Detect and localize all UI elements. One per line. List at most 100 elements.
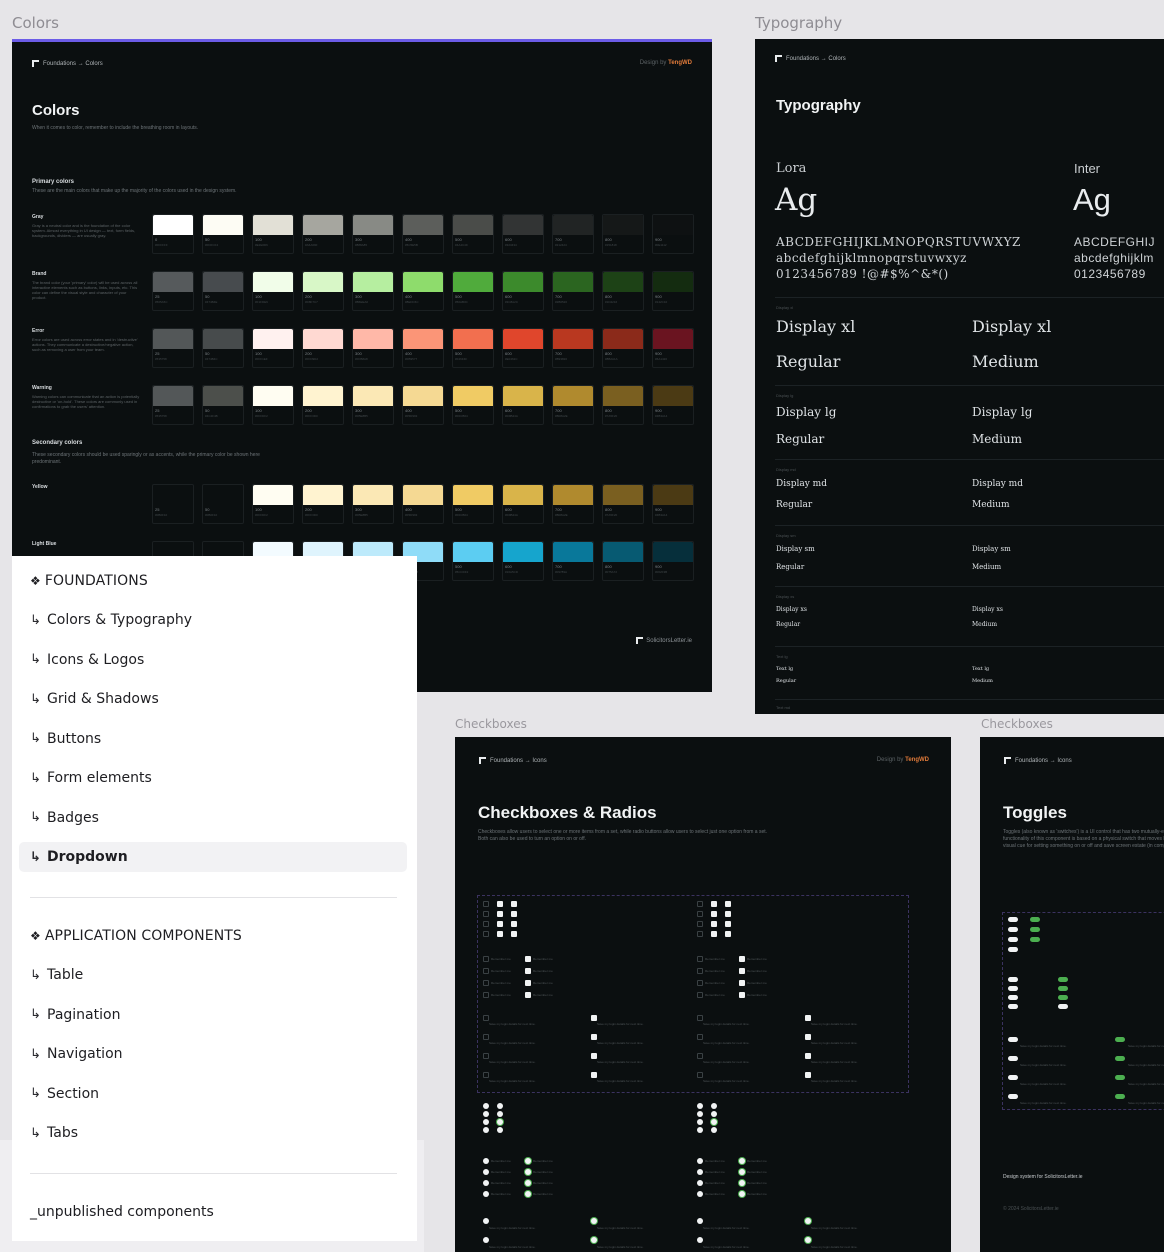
toggle-off[interactable] <box>1008 1094 1018 1099</box>
radio-checked[interactable] <box>483 1180 489 1186</box>
page-grid-shadows[interactable]: ↳ Grid & Shadows <box>19 684 407 714</box>
checkbox-checked[interactable] <box>739 980 745 986</box>
color-swatch[interactable]: 900 #062F3B <box>652 541 694 581</box>
toggle-on[interactable] <box>1115 1094 1125 1099</box>
checkbox-unchecked[interactable] <box>483 1034 489 1040</box>
color-swatch[interactable]: 50 #FDFCF4 <box>202 214 244 254</box>
color-swatch[interactable]: 0 #FFFFFF <box>152 214 194 254</box>
checkbox-checked[interactable] <box>525 992 531 998</box>
color-swatch[interactable]: 200 #D8F7C7 <box>302 271 344 311</box>
checkbox-checked[interactable] <box>525 968 531 974</box>
checkbox-checked[interactable] <box>511 901 517 907</box>
radio-checked[interactable] <box>697 1218 703 1224</box>
color-swatch[interactable]: 300 #888A85 <box>352 214 394 254</box>
toggle-on[interactable] <box>1058 986 1068 991</box>
color-swatch[interactable]: 900 #4B3A14 <box>652 484 694 524</box>
radio-selected[interactable] <box>739 1158 745 1164</box>
checkbox-unchecked[interactable] <box>697 931 703 937</box>
color-swatch[interactable]: 500 #F0CB64 <box>452 385 494 425</box>
color-swatch[interactable]: 300 #FBE8B5 <box>352 385 394 425</box>
toggle-off[interactable] <box>1008 977 1018 982</box>
toggle-on[interactable] <box>1058 1004 1068 1009</box>
radio-checked[interactable] <box>697 1158 703 1164</box>
color-swatch[interactable]: 25 #565A5C <box>152 271 194 311</box>
color-swatch[interactable]: 400 #F5D993 <box>402 484 444 524</box>
color-swatch[interactable]: 300 #B6EEA0 <box>352 271 394 311</box>
color-swatch[interactable]: 25 #535758 <box>152 385 194 425</box>
checkbox-checked[interactable] <box>739 992 745 998</box>
color-swatch[interactable]: 500 #50AB3C <box>452 271 494 311</box>
color-swatch[interactable]: 900 #142C10 <box>652 271 694 311</box>
radio-checked[interactable] <box>497 1103 503 1109</box>
color-swatch[interactable]: 50#0B0F10 <box>202 484 244 524</box>
checkbox-unchecked[interactable] <box>697 992 703 998</box>
color-swatch[interactable]: 800 #1D4216 <box>602 271 644 311</box>
toggle-on[interactable] <box>1115 1037 1125 1042</box>
radio-checked[interactable] <box>697 1191 703 1197</box>
toggle-off[interactable] <box>1008 1075 1018 1080</box>
radio-checked[interactable] <box>697 1180 703 1186</box>
color-swatch[interactable]: 200 #A6A69F <box>302 214 344 254</box>
checkbox-unchecked[interactable] <box>697 968 703 974</box>
color-swatch[interactable]: 700 #212424 <box>552 214 594 254</box>
checkbox-unchecked[interactable] <box>483 992 489 998</box>
toggle-off[interactable] <box>1008 947 1018 952</box>
checkbox-unchecked[interactable] <box>483 1072 489 1078</box>
color-swatch[interactable]: 800 #075A72 <box>602 541 644 581</box>
radio-checked[interactable] <box>483 1237 489 1243</box>
color-swatch[interactable]: 500 #4A4C49 <box>452 214 494 254</box>
toggle-off[interactable] <box>1008 1056 1018 1061</box>
color-swatch[interactable]: 700 #B93820 <box>552 328 594 368</box>
frame-label-checkboxes-2[interactable]: Checkboxes <box>981 717 1053 731</box>
checkbox-checked[interactable] <box>805 1072 811 1078</box>
checkbox-checked[interactable] <box>725 921 731 927</box>
page-table[interactable]: ↳ Table <box>19 960 407 990</box>
radio-checked[interactable] <box>711 1119 717 1125</box>
radio-checked[interactable] <box>497 1127 503 1133</box>
checkbox-unchecked[interactable] <box>483 1015 489 1021</box>
color-swatch[interactable]: 800 #8B2A1A <box>602 328 644 368</box>
checkbox-checked[interactable] <box>711 921 717 927</box>
checkbox-checked[interactable] <box>725 911 731 917</box>
checkbox-checked[interactable] <box>525 980 531 986</box>
radio-checked[interactable] <box>697 1169 703 1175</box>
checkbox-unchecked[interactable] <box>483 968 489 974</box>
page-buttons[interactable]: ↳ Buttons <box>19 724 407 754</box>
toggle-on[interactable] <box>1058 995 1068 1000</box>
checkbox-unchecked[interactable] <box>697 1015 703 1021</box>
checkbox-checked[interactable] <box>525 956 531 962</box>
checkbox-checked[interactable] <box>725 901 731 907</box>
radio-checked[interactable] <box>697 1111 703 1117</box>
checkbox-unchecked[interactable] <box>483 956 489 962</box>
color-swatch[interactable]: 200 #FFF3D0 <box>302 484 344 524</box>
color-swatch[interactable]: 600 #D9B44A <box>502 484 544 524</box>
checkbox-unchecked[interactable] <box>697 956 703 962</box>
color-swatch[interactable]: 500 #5CCDF2 <box>452 541 494 581</box>
color-swatch[interactable]: 800 #7A5F20 <box>602 484 644 524</box>
checkbox-checked[interactable] <box>511 921 517 927</box>
toggles-frame[interactable]: Foundations → Icons Toggles Toggles (als… <box>980 737 1164 1252</box>
color-swatch[interactable]: 400 #5C5E5B <box>402 214 444 254</box>
radio-selected[interactable] <box>739 1169 745 1175</box>
radio-selected[interactable] <box>739 1180 745 1186</box>
checkbox-unchecked[interactable] <box>483 931 489 937</box>
color-swatch[interactable]: 700 #B08A2E <box>552 484 594 524</box>
color-swatch[interactable]: 400 #FB9577 <box>402 328 444 368</box>
page-dropdown[interactable]: ↳ Dropdown <box>19 842 407 872</box>
color-swatch[interactable]: 100 #FFF1EF <box>252 328 294 368</box>
color-swatch[interactable]: 100 #FFFDF2 <box>252 385 294 425</box>
toggle-on[interactable] <box>1115 1056 1125 1061</box>
toggle-on[interactable] <box>1030 937 1040 942</box>
radio-selected[interactable] <box>591 1218 597 1224</box>
radio-selected[interactable] <box>525 1158 531 1164</box>
checkbox-unchecked[interactable] <box>483 911 489 917</box>
color-swatch[interactable]: 900 #4B3A14 <box>652 385 694 425</box>
checkbox-unchecked[interactable] <box>483 901 489 907</box>
checkbox-checked[interactable] <box>511 911 517 917</box>
radio-checked[interactable] <box>497 1111 503 1117</box>
toggle-off[interactable] <box>1008 917 1018 922</box>
checkbox-checked[interactable] <box>805 1015 811 1021</box>
checkbox-checked[interactable] <box>591 1053 597 1059</box>
page-pagination[interactable]: ↳ Pagination <box>19 1000 407 1030</box>
checkbox-unchecked[interactable] <box>697 911 703 917</box>
